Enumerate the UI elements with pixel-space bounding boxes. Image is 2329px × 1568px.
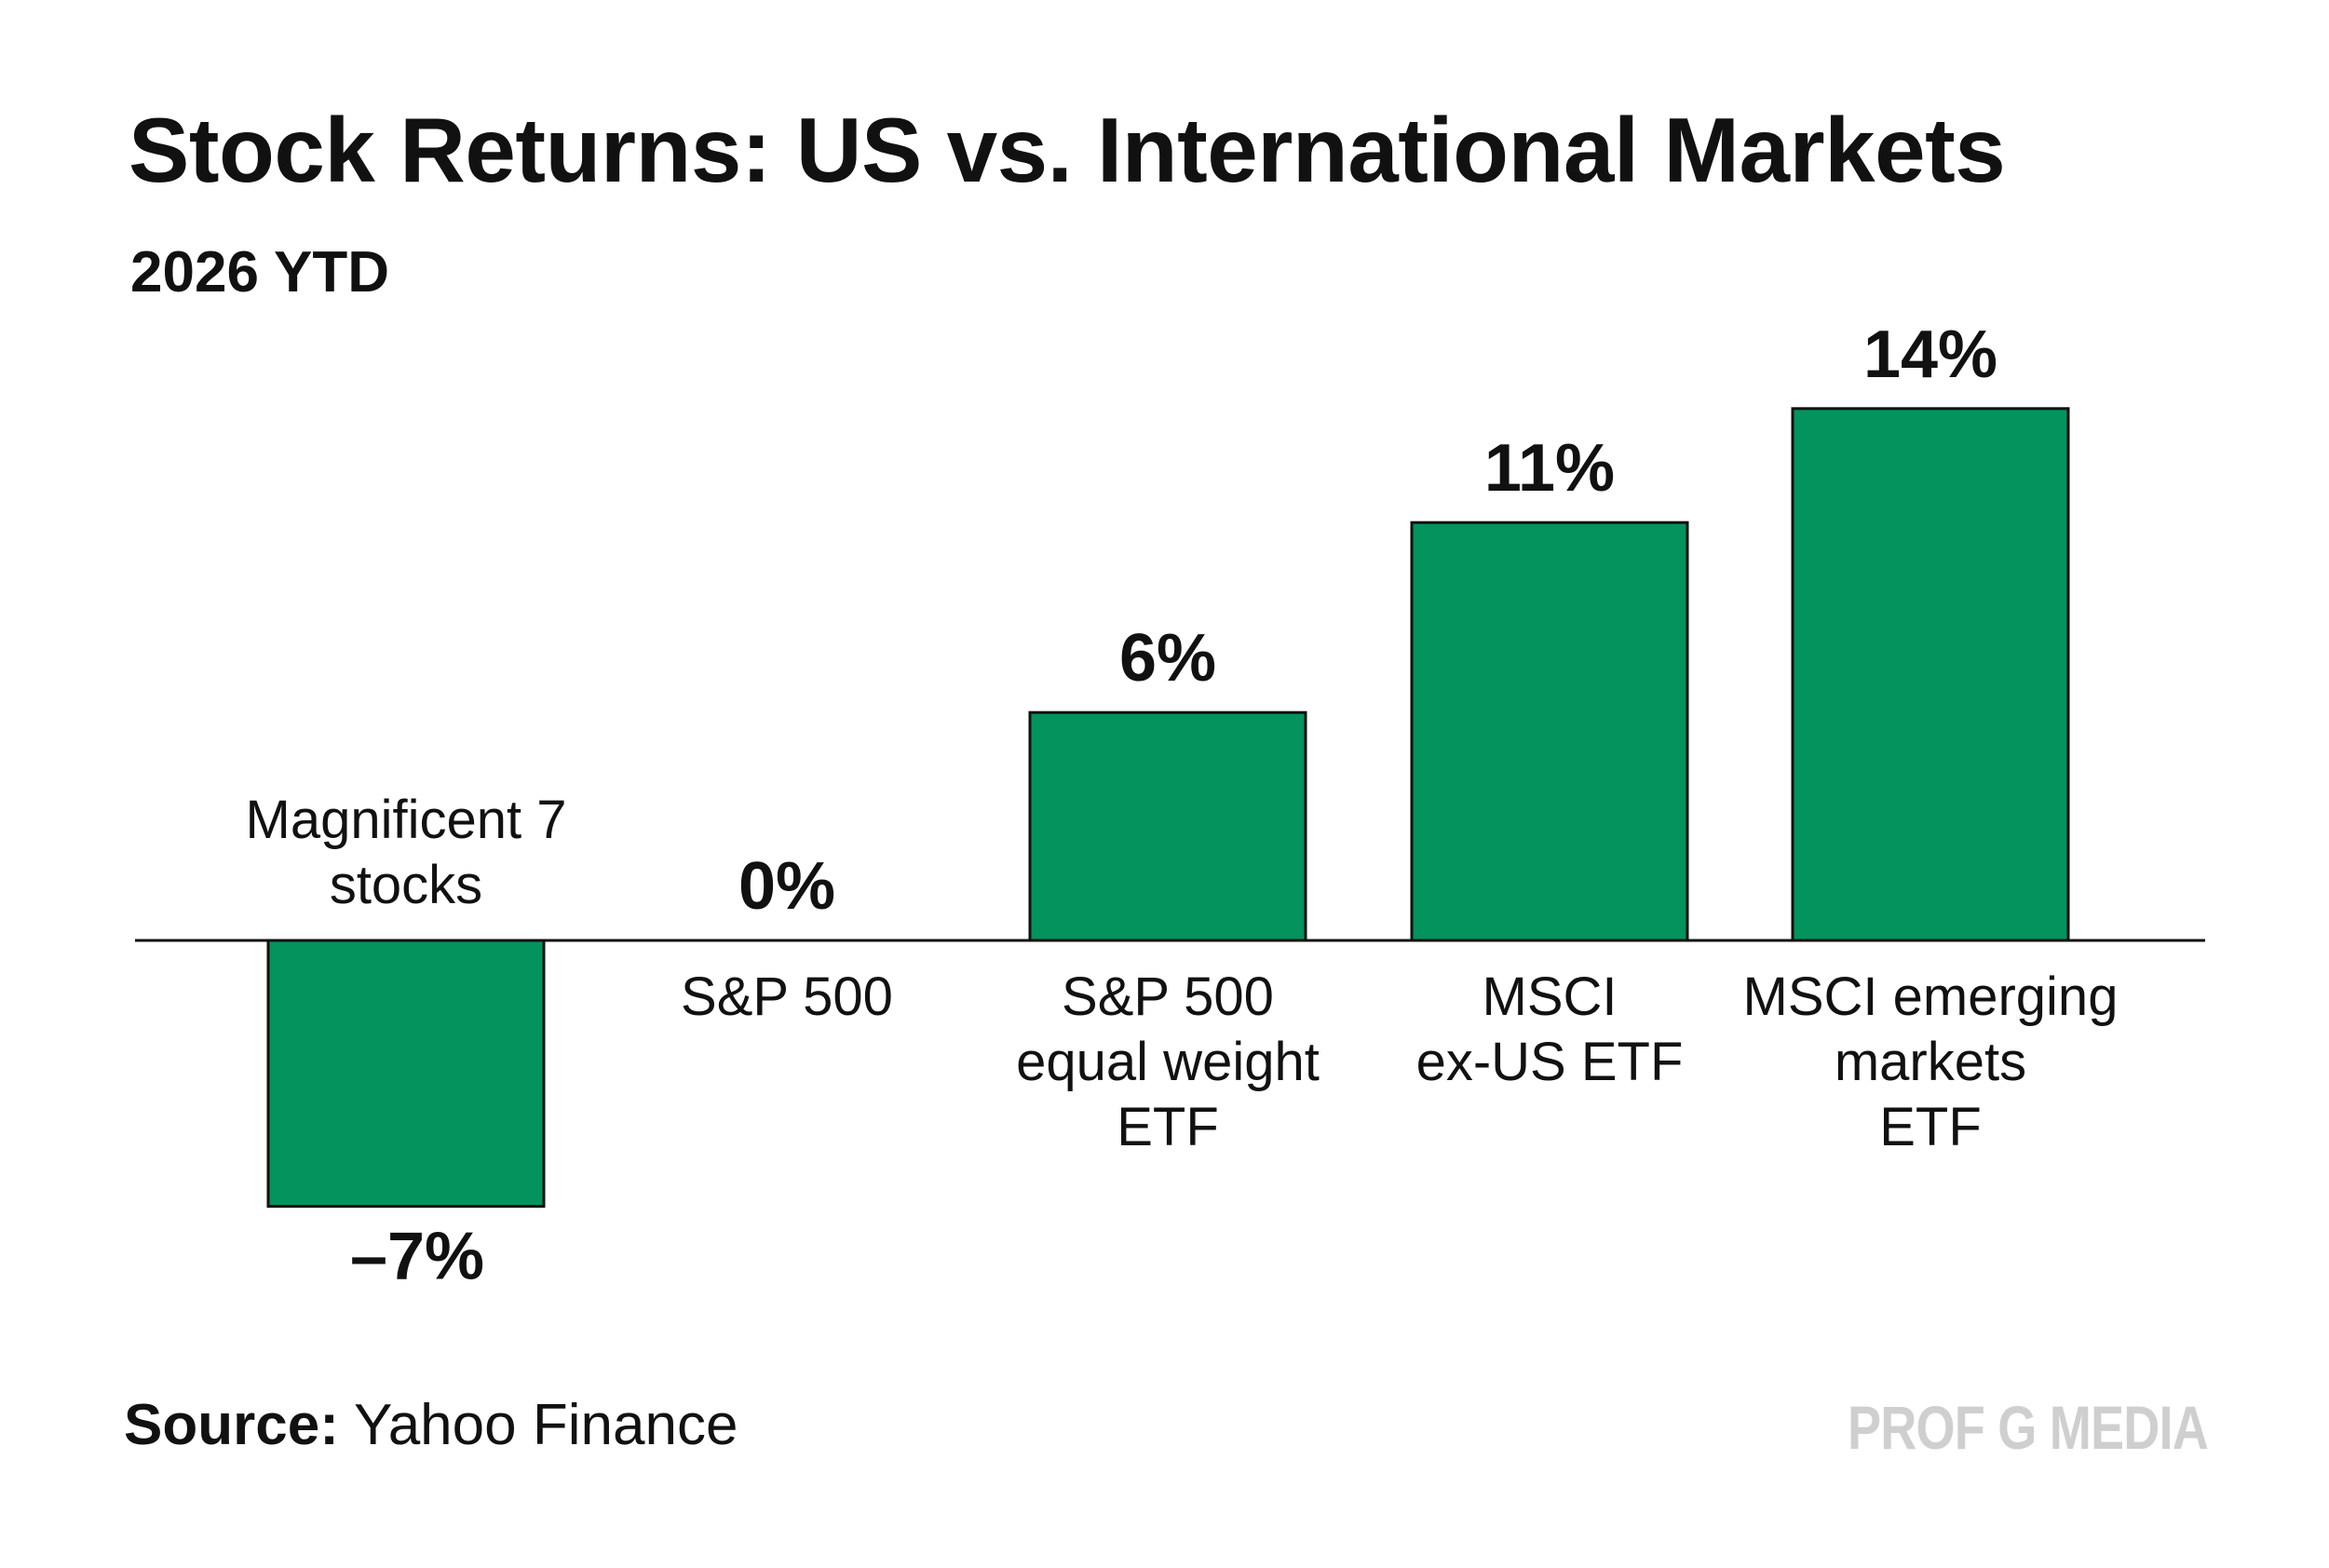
category-label-5-line-2: markets — [1835, 1032, 2026, 1092]
value-label-3: 6% — [1119, 621, 1216, 696]
category-label-4-line-2: ex-US ETF — [1416, 1032, 1684, 1092]
category-label-4-line-1: MSCI — [1483, 966, 1618, 1027]
value-label-1: –7% — [350, 1220, 484, 1294]
bar-1 — [266, 939, 546, 1209]
value-label-4: 11% — [1484, 431, 1615, 506]
category-label-3-line-3: ETF — [1117, 1097, 1219, 1157]
bar-5 — [1791, 407, 2070, 942]
bar-3 — [1028, 710, 1307, 942]
value-label-2: 0% — [738, 849, 835, 924]
category-label-1-line-2: stocks — [330, 855, 482, 915]
category-label-2-line-1: S&P 500 — [681, 966, 893, 1027]
chart-title: Stock Returns: US vs. International Mark… — [129, 99, 2006, 201]
category-label-5-line-1: MSCI emerging — [1743, 966, 2119, 1027]
category-label-1-line-1: Magnificent 7 — [246, 790, 567, 850]
brand-logo: PROF G MEDIA — [1847, 1393, 2209, 1462]
source-label: Source: — [124, 1393, 339, 1457]
category-label-5-line-3: ETF — [1879, 1097, 1982, 1157]
category-label-3-line-2: equal weight — [1016, 1032, 1320, 1092]
source-value: Yahoo Finance — [353, 1393, 738, 1457]
source-note: Source: Yahoo Finance — [124, 1397, 738, 1454]
category-label-3-line-1: S&P 500 — [1062, 966, 1274, 1027]
bar-4 — [1410, 520, 1689, 942]
chart-subtitle: 2026 YTD — [130, 240, 390, 304]
value-label-5: 14% — [1863, 318, 1997, 392]
